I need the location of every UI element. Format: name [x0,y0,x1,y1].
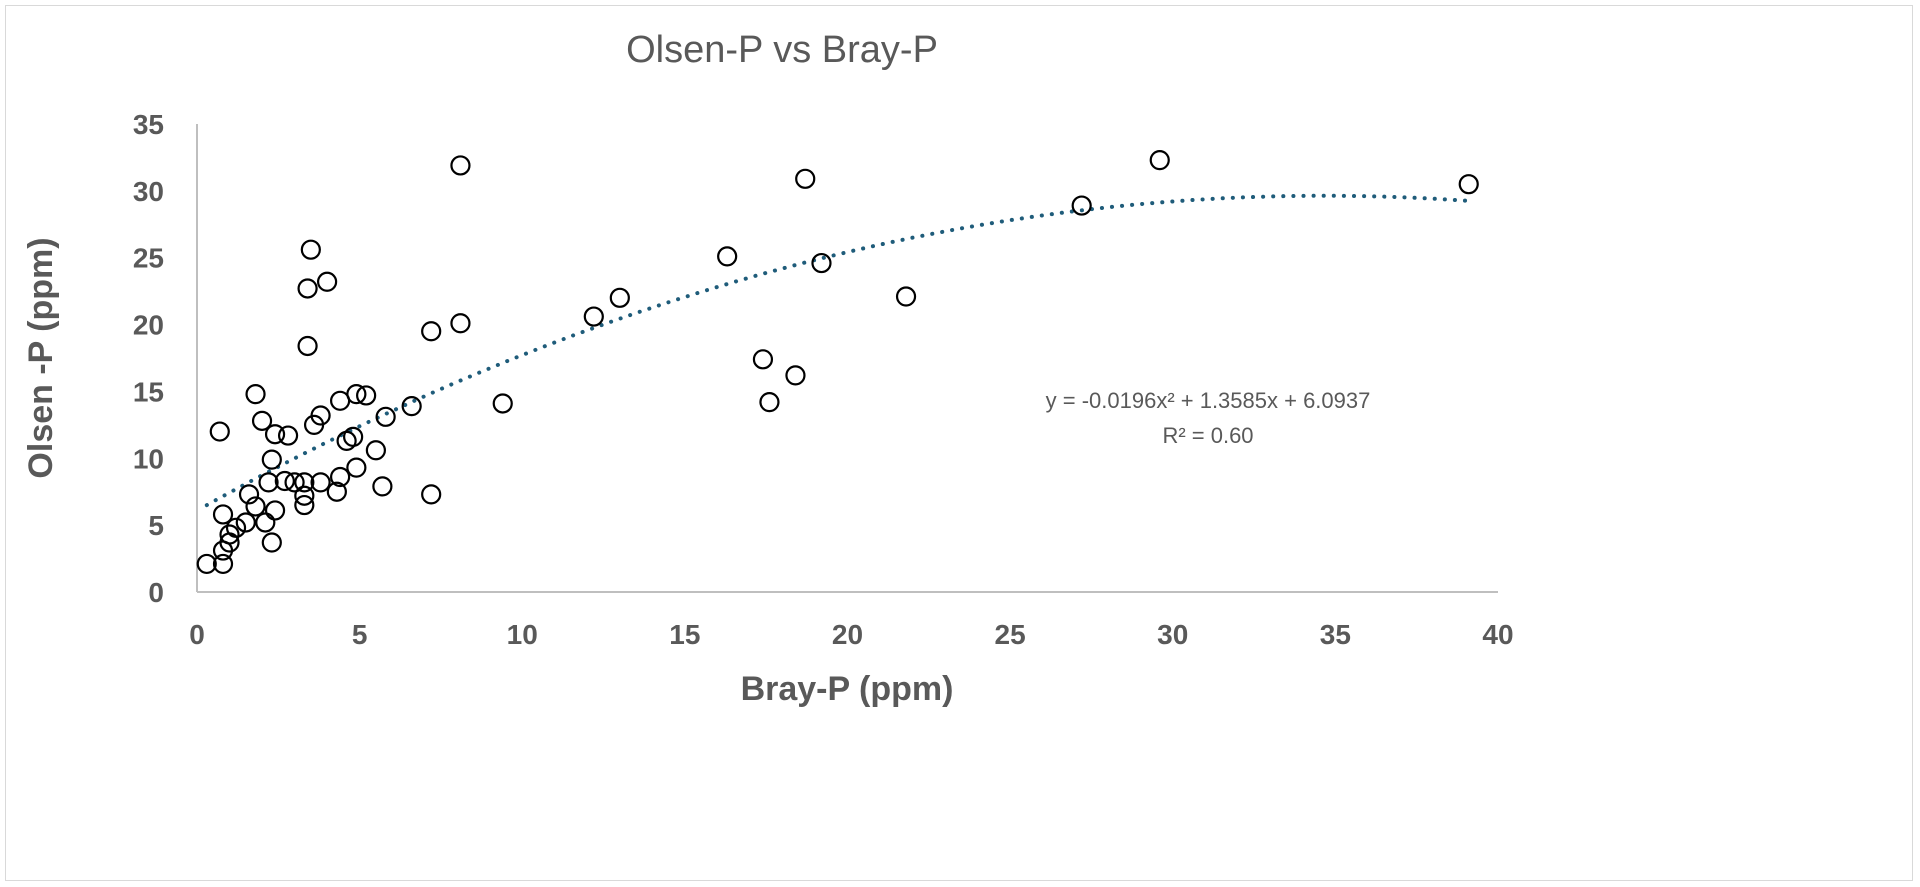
y-tick-label: 10 [133,443,164,474]
y-tick-label: 5 [148,510,164,541]
data-point [330,466,351,488]
x-axis-label: Bray-P (ppm) [741,670,954,708]
data-point [759,392,780,413]
data-point [212,504,234,525]
data-point [251,410,273,431]
chart-title: Olsen-P vs Bray-P [626,29,938,71]
x-tick-label: 25 [995,619,1026,650]
data-point [356,385,377,406]
data-point [209,421,230,442]
data-point [294,494,315,516]
x-tick-label: 0 [189,619,205,650]
x-tick-label: 15 [669,619,700,650]
x-tick-label: 40 [1482,619,1513,650]
y-tick-label: 25 [133,243,164,274]
data-point [752,349,774,370]
data-point [1149,150,1170,171]
data-point [795,168,816,189]
data-point [277,425,299,446]
x-tick-label: 5 [352,619,368,650]
x-tick-label: 35 [1320,619,1351,650]
data-point [264,424,286,445]
x-tick-label: 10 [507,619,538,650]
y-axis-label: Olsen -P (ppm) [22,237,60,478]
data-point [284,472,305,493]
data-point [372,476,393,497]
data-point [401,396,422,417]
data-point [261,449,282,470]
data-point [1458,174,1479,195]
data-point [294,472,315,493]
data-point [609,287,630,308]
trendline-equation: y = -0.0196x² + 1.3585x + 6.0937 [1046,388,1371,413]
data-point [336,430,357,452]
data-point [583,306,604,327]
data-point [1071,195,1092,216]
data-point [255,512,276,533]
x-tick-label: 30 [1157,619,1188,650]
y-tick-label: 20 [133,310,164,341]
data-point [346,384,367,405]
data-point [219,524,240,545]
data-point [274,470,295,492]
data-point [225,517,247,538]
data-point [300,239,321,260]
trendline [204,193,1471,508]
data-point [261,532,282,553]
chart-border [5,5,1913,881]
data-point [421,484,442,505]
x-tick-label: 20 [832,619,863,650]
data-point [450,155,471,176]
trendline-r2: R² = 0.60 [1162,423,1253,448]
data-point [310,472,331,493]
data-point [245,496,266,517]
data-point [297,278,318,299]
data-point [235,512,256,533]
data-point [450,313,471,334]
data-point [811,252,832,274]
data-point [238,484,260,505]
data-point [343,426,364,447]
data-point [492,393,513,414]
y-tick-label: 0 [148,577,164,608]
data-point [258,472,279,493]
y-tick-label: 15 [133,376,164,407]
data-point [297,335,318,357]
data-point [264,500,286,521]
data-point [375,406,396,427]
data-point [346,457,367,478]
data-point [895,286,917,307]
data-point [365,440,386,461]
data-point [717,246,738,267]
y-tick-label: 35 [133,109,164,140]
data-point [245,384,266,405]
data-point [212,553,234,575]
data-point [294,485,315,506]
data-point [785,365,806,386]
data-point [421,321,442,342]
data-point [310,405,331,426]
data-point [317,271,338,292]
data-point [196,553,217,575]
y-tick-label: 30 [133,176,164,207]
data-point [326,481,347,502]
